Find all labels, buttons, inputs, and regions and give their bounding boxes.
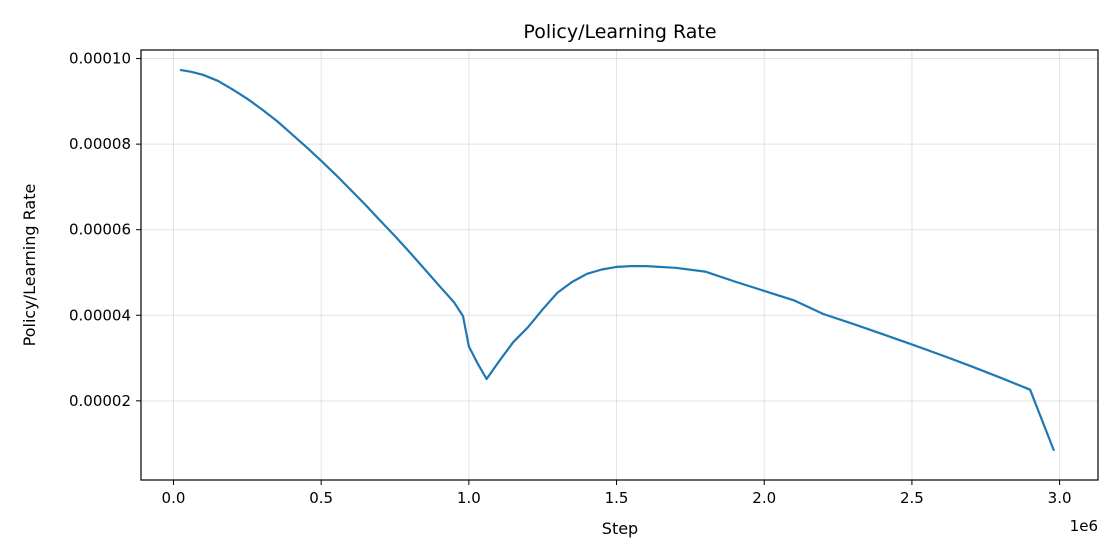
x-tick-label: 0.0	[162, 489, 186, 507]
chart-title: Policy/Learning Rate	[523, 21, 716, 43]
x-axis-title: Step	[602, 519, 638, 538]
y-axis: 0.00002 0.00004 0.00006 0.00008 0.00010	[69, 50, 141, 410]
y-tick-label: 0.00002	[69, 392, 131, 410]
x-tick-label: 1.5	[605, 489, 629, 507]
y-tick-label: 0.00004	[69, 306, 131, 324]
x-tick-label: 1.0	[457, 489, 481, 507]
x-axis-offset-label: 1e6	[1070, 517, 1098, 535]
plot-area	[179, 68, 1055, 452]
y-tick-label: 0.00008	[69, 135, 131, 153]
x-tick-label: 0.5	[309, 489, 333, 507]
x-tick-label: 2.0	[752, 489, 776, 507]
x-tick-label: 2.5	[900, 489, 924, 507]
x-tick-label: 3.0	[1048, 489, 1072, 507]
y-axis-title: Policy/Learning Rate	[20, 184, 39, 347]
y-tick-label: 0.00006	[69, 221, 131, 239]
x-axis: 0.0 0.5 1.0 1.5 2.0 2.5 3.0	[162, 480, 1072, 507]
grid	[141, 50, 1098, 480]
y-tick-label: 0.00010	[69, 50, 131, 68]
series-line-0	[179, 68, 1055, 452]
axes-frame	[140, 49, 1099, 481]
